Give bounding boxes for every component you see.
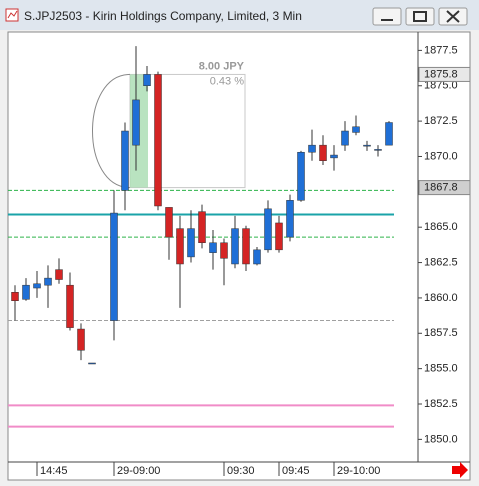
candle-body [341,130,349,146]
candle-body [286,200,294,238]
candle-body [242,228,250,265]
y-tick-label: 1862.5 [424,256,458,268]
y-tick-label: 1850.0 [424,433,458,445]
candle-body [88,362,96,365]
candle-body [143,74,151,87]
scroll-arrow[interactable] [452,462,468,478]
candle-body [22,284,30,300]
y-tick-label: 1855.0 [424,363,458,375]
candle-body [275,222,283,251]
candle-body [308,144,316,153]
x-tick-label: 29-10:00 [337,465,380,477]
y-tick-label: 1872.5 [424,115,458,127]
x-tick-label: 29-09:00 [117,465,160,477]
candle-body [198,211,206,244]
candle-body [330,154,338,159]
candle-body [264,208,272,251]
candle-body [44,277,52,286]
candle-body [132,99,140,146]
price-tag-label: 1867.8 [424,181,458,193]
maximize-glyph [413,11,427,22]
y-tick-label: 1875.0 [424,80,458,92]
x-tick-label: 14:45 [40,465,68,477]
minimize-button[interactable] [372,7,402,26]
candle-body [319,144,327,161]
window-buttons[interactable] [372,7,468,26]
candle-body [385,122,393,146]
measure-percent: 0.43 % [210,75,244,87]
price-tag [418,66,471,82]
measure-change: 8.00 JPY [199,60,245,72]
candle-body [33,283,41,289]
app-icon [5,8,19,22]
candle-body [209,242,217,253]
candle-body [11,292,19,301]
price-tag [418,180,471,196]
app-icon-glyph [7,10,18,19]
candle-body [231,228,239,265]
y-tick-label: 1860.0 [424,292,458,304]
close-glyph [446,10,460,23]
candle-body [55,269,63,280]
candle-body [363,144,371,147]
candle-body [66,284,74,328]
y-tick-label: 1877.5 [424,44,458,56]
window-title: S.JPJ2503 - Kirin Holdings Company, Limi… [24,9,302,23]
chart-area [7,31,471,481]
candle-body [352,126,360,133]
candle-body [121,130,129,191]
candle-body [374,149,382,151]
measure-bracket [92,73,131,189]
x-tick-label: 09:30 [227,465,255,477]
price-tag-label: 1875.8 [424,68,458,80]
candle-body [165,207,173,238]
candle-body [220,242,228,259]
y-tick-label: 1857.5 [424,327,458,339]
x-tick-label: 09:45 [282,465,310,477]
candle-body [253,249,261,265]
candle-body [154,74,162,207]
candle-body [77,328,85,351]
candle-body [110,212,118,321]
candle-body [176,228,184,265]
y-tick-label: 1865.0 [424,221,458,233]
candle-body [187,228,195,258]
candle-body [297,151,305,201]
maximize-button[interactable] [405,7,435,26]
y-tick-label: 1852.5 [424,398,458,410]
y-tick-label: 1870.0 [424,150,458,162]
